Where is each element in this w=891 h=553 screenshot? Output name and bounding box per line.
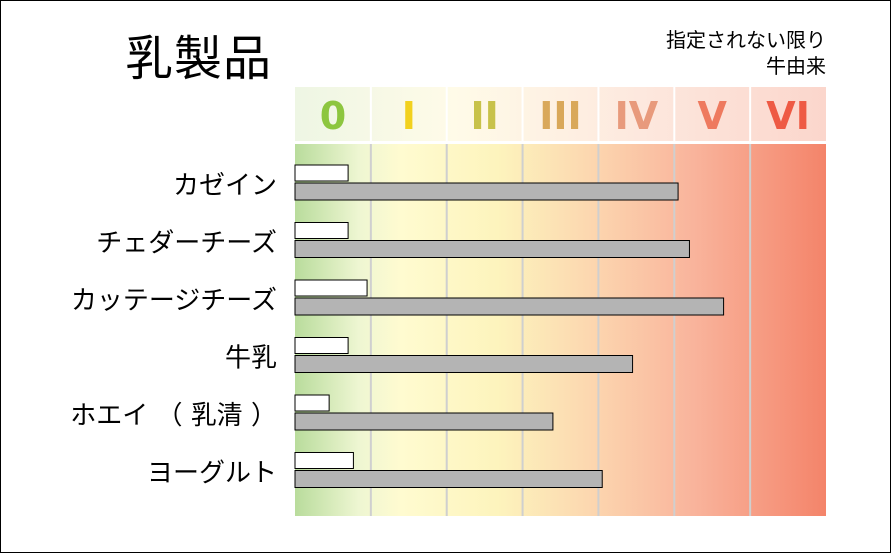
bar-small	[294, 394, 330, 412]
bar-large	[294, 355, 634, 373]
category-label: チェダーチーズ	[96, 229, 277, 259]
class-label: 0	[320, 94, 346, 138]
bar-small	[294, 222, 349, 239]
category-label: ヨーグルト	[147, 459, 277, 489]
bar-large	[294, 240, 690, 258]
category-label: カゼイン	[173, 171, 277, 201]
class-label: IV	[615, 94, 659, 138]
class-dividers	[369, 87, 752, 516]
bar-small	[294, 452, 354, 469]
class-label: V	[698, 94, 728, 138]
class-label: I	[402, 94, 416, 138]
bar-small	[294, 279, 368, 297]
class-label: II	[471, 94, 499, 138]
bar-small	[294, 164, 349, 182]
bar-large	[294, 182, 679, 201]
category-label: 牛乳	[225, 344, 277, 374]
chart-title: 乳製品	[125, 31, 273, 87]
bar-large	[294, 297, 725, 316]
header-band	[295, 87, 826, 141]
bar-small	[294, 337, 349, 354]
category-label: ホエイ （ 乳清 ）	[70, 401, 277, 431]
bars	[294, 164, 725, 488]
plot-background	[295, 144, 826, 516]
bar-large	[294, 412, 554, 431]
chart-note: 指定されない限り 牛由来	[666, 27, 826, 79]
class-label: VI	[766, 94, 810, 138]
note-line-1: 指定されない限り	[666, 28, 826, 52]
category-label: カッテージチーズ	[71, 286, 277, 316]
class-labels: 0 I II III IV V VI	[320, 94, 810, 138]
note-line-2: 牛由来	[766, 54, 826, 78]
bar-large	[294, 470, 603, 488]
class-label: III	[539, 94, 581, 138]
